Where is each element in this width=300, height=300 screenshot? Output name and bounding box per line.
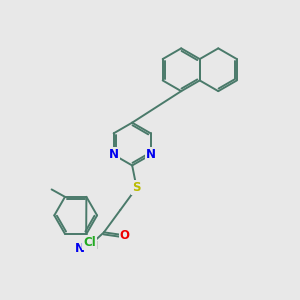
Text: H: H — [89, 241, 97, 251]
Text: O: O — [120, 229, 130, 242]
Text: Cl: Cl — [83, 236, 96, 249]
Text: S: S — [132, 181, 141, 194]
Text: N: N — [109, 148, 118, 161]
Text: N: N — [146, 148, 156, 161]
Text: N: N — [75, 242, 85, 255]
